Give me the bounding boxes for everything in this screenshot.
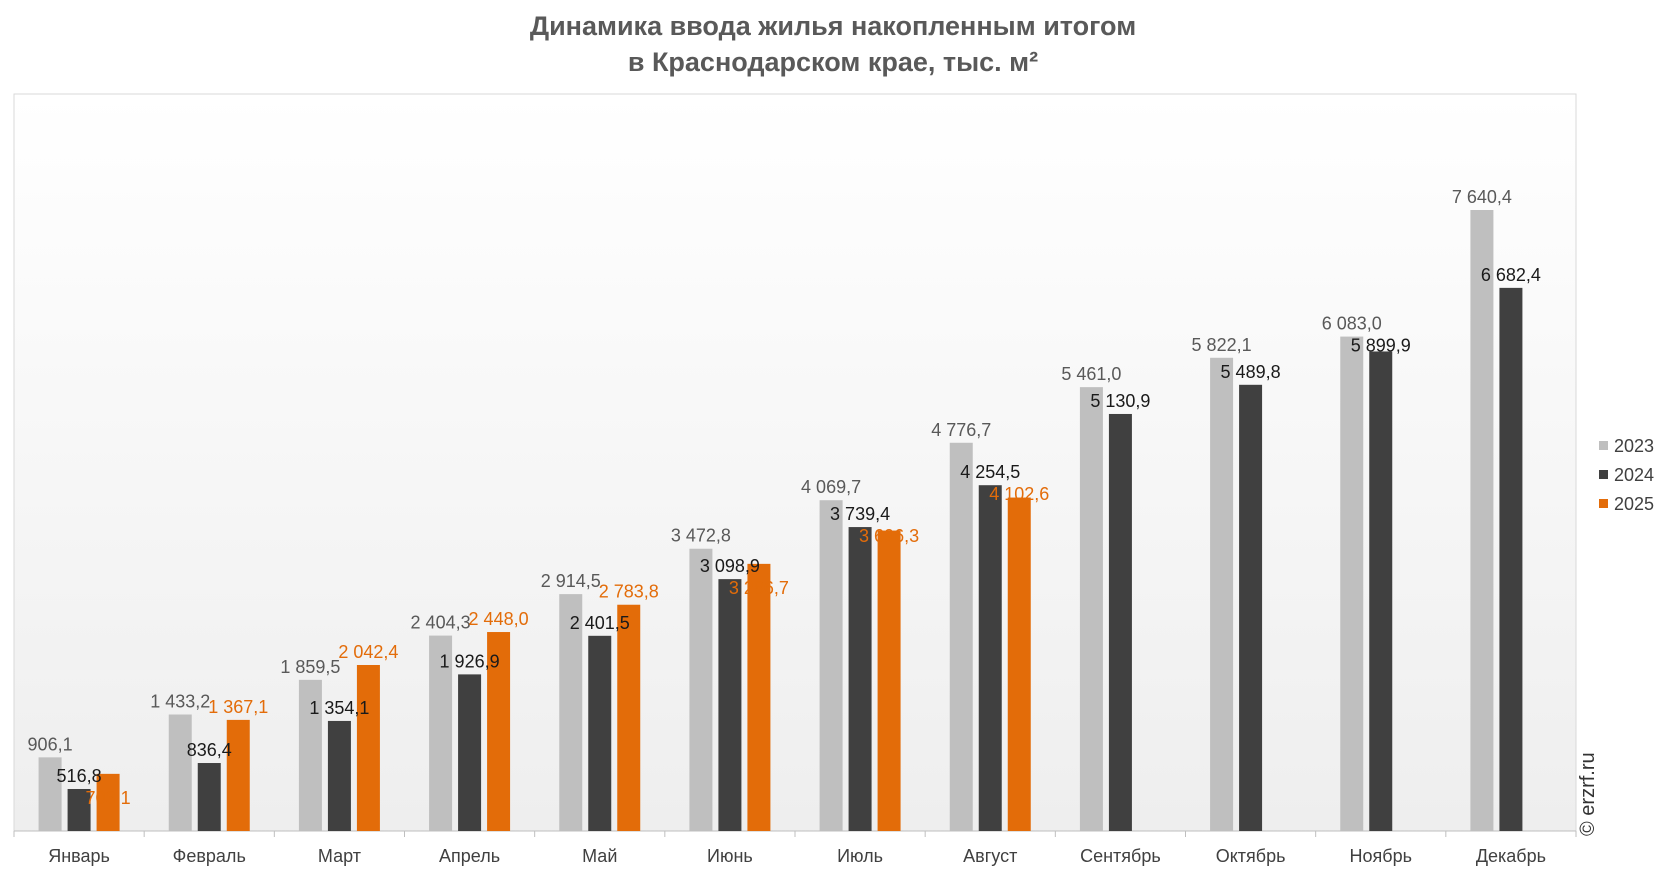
bar-2025-1 [96, 773, 120, 831]
bar-2025-3 [356, 664, 380, 831]
data-label-2024-2: 836,4 [187, 740, 232, 760]
data-label-2023-7: 4 069,7 [801, 477, 861, 497]
category-label-1: Январь [48, 846, 110, 866]
bar-2024-7 [848, 527, 872, 831]
bar-2024-12 [1499, 287, 1523, 832]
legend-swatch-2024 [1599, 470, 1608, 479]
bar-2023-8 [949, 442, 973, 831]
bar-2023-6 [689, 548, 713, 831]
legend-label-2025: 2025 [1614, 494, 1654, 514]
bar-2023-12 [1470, 210, 1494, 831]
bar-2023-5 [559, 594, 583, 831]
category-label-12: Декабрь [1476, 846, 1546, 866]
data-label-2023-3: 1 859,5 [280, 657, 340, 677]
bar-2025-6 [747, 563, 771, 831]
data-label-2025-2: 1 367,1 [208, 697, 268, 717]
data-label-2025-3: 2 042,4 [338, 642, 398, 662]
bar-2024-3 [327, 720, 351, 831]
data-label-2025-4: 2 448,0 [469, 609, 529, 629]
bar-2025-2 [226, 719, 250, 831]
category-label-10: Октябрь [1216, 846, 1286, 866]
bar-2023-10 [1210, 357, 1234, 831]
data-label-2025-5: 2 783,8 [599, 582, 659, 602]
data-label-2024-9: 5 130,9 [1090, 391, 1150, 411]
bar-2025-8 [1007, 497, 1031, 831]
data-label-2023-5: 2 914,5 [541, 571, 601, 591]
category-label-9: Сентябрь [1080, 846, 1161, 866]
category-label-11: Ноябрь [1350, 846, 1412, 866]
data-label-2024-4: 1 926,9 [440, 651, 500, 671]
bar-2024-2 [197, 763, 221, 831]
watermark: © erzrf.ru [1577, 752, 1599, 836]
watermark-text: © erzrf.ru [1577, 752, 1599, 836]
bar-2025-4 [487, 632, 511, 831]
plot-area [13, 93, 1577, 832]
bar-2024-11 [1369, 351, 1393, 831]
category-label-4: Апрель [439, 846, 500, 866]
bar-2024-8 [978, 485, 1002, 831]
x-axis-ticks [13, 831, 1577, 837]
data-label-2023-11: 6 083,0 [1322, 314, 1382, 334]
data-label-2025-7: 3 696,3 [859, 526, 919, 546]
data-label-2023-9: 5 461,0 [1061, 364, 1121, 384]
data-label-2023-12: 7 640,4 [1452, 187, 1512, 207]
bar-2023-7 [819, 500, 843, 831]
chart-title-line-2: в Краснодарском крае, тыс. м² [627, 47, 1039, 77]
chart-title-line-1: Динамика ввода жилья накопленным итогом [529, 11, 1137, 41]
category-label-3: Март [318, 846, 361, 866]
data-label-2023-4: 2 404,3 [411, 613, 471, 633]
data-label-2025-1: 703,1 [86, 788, 131, 808]
bars-layer [38, 210, 1523, 832]
category-label-6: Июнь [707, 846, 753, 866]
legend-label-2024: 2024 [1614, 465, 1654, 485]
category-label-8: Август [963, 846, 1017, 866]
category-label-7: Июль [837, 846, 883, 866]
bar-2023-1 [38, 757, 62, 831]
data-label-2024-12: 6 682,4 [1481, 265, 1541, 285]
data-label-2023-8: 4 776,7 [931, 420, 991, 440]
bar-2023-9 [1079, 387, 1103, 831]
legend-swatch-2025 [1599, 499, 1608, 508]
bar-2023-4 [429, 635, 453, 831]
bar-2024-10 [1239, 384, 1263, 831]
bar-2024-5 [588, 635, 612, 831]
data-label-2024-1: 516,8 [57, 766, 102, 786]
bar-2024-9 [1108, 413, 1132, 831]
data-label-2025-8: 4 102,6 [989, 484, 1049, 504]
category-label-5: Май [582, 846, 617, 866]
bar-2024-1 [67, 788, 91, 831]
bar-2025-5 [617, 604, 641, 831]
data-label-2024-5: 2 401,5 [570, 613, 630, 633]
bar-2023-2 [168, 714, 192, 831]
bar-2025-7 [877, 530, 901, 831]
chart-title: Динамика ввода жилья накопленным итогом … [0, 8, 1666, 80]
data-label-2025-6: 3 286,7 [729, 578, 789, 598]
legend-swatch-2023 [1599, 441, 1608, 450]
data-label-2024-6: 3 098,9 [700, 556, 760, 576]
bar-2023-3 [298, 679, 322, 831]
bar-2024-4 [458, 674, 482, 831]
category-label-2: Февраль [173, 846, 246, 866]
data-label-2024-3: 1 354,1 [309, 698, 369, 718]
data-label-2023-2: 1 433,2 [150, 692, 210, 712]
legend-label-2023: 2023 [1614, 436, 1654, 456]
data-label-2023-6: 3 472,8 [671, 526, 731, 546]
data-label-2024-11: 5 899,9 [1351, 336, 1411, 356]
bar-2024-6 [718, 579, 742, 831]
data-label-2023-1: 906,1 [28, 734, 73, 754]
legend: 2023 2024 2025 [1599, 436, 1654, 514]
category-labels-layer: Январь Февраль Март Апрель Май Июнь Июль Август… [48, 846, 1546, 866]
bar-2023-11 [1340, 336, 1364, 831]
data-label-2024-7: 3 739,4 [830, 504, 890, 524]
data-label-2024-10: 5 489,8 [1221, 362, 1281, 382]
data-label-2023-10: 5 822,1 [1192, 335, 1252, 355]
data-label-2024-8: 4 254,5 [960, 462, 1020, 482]
